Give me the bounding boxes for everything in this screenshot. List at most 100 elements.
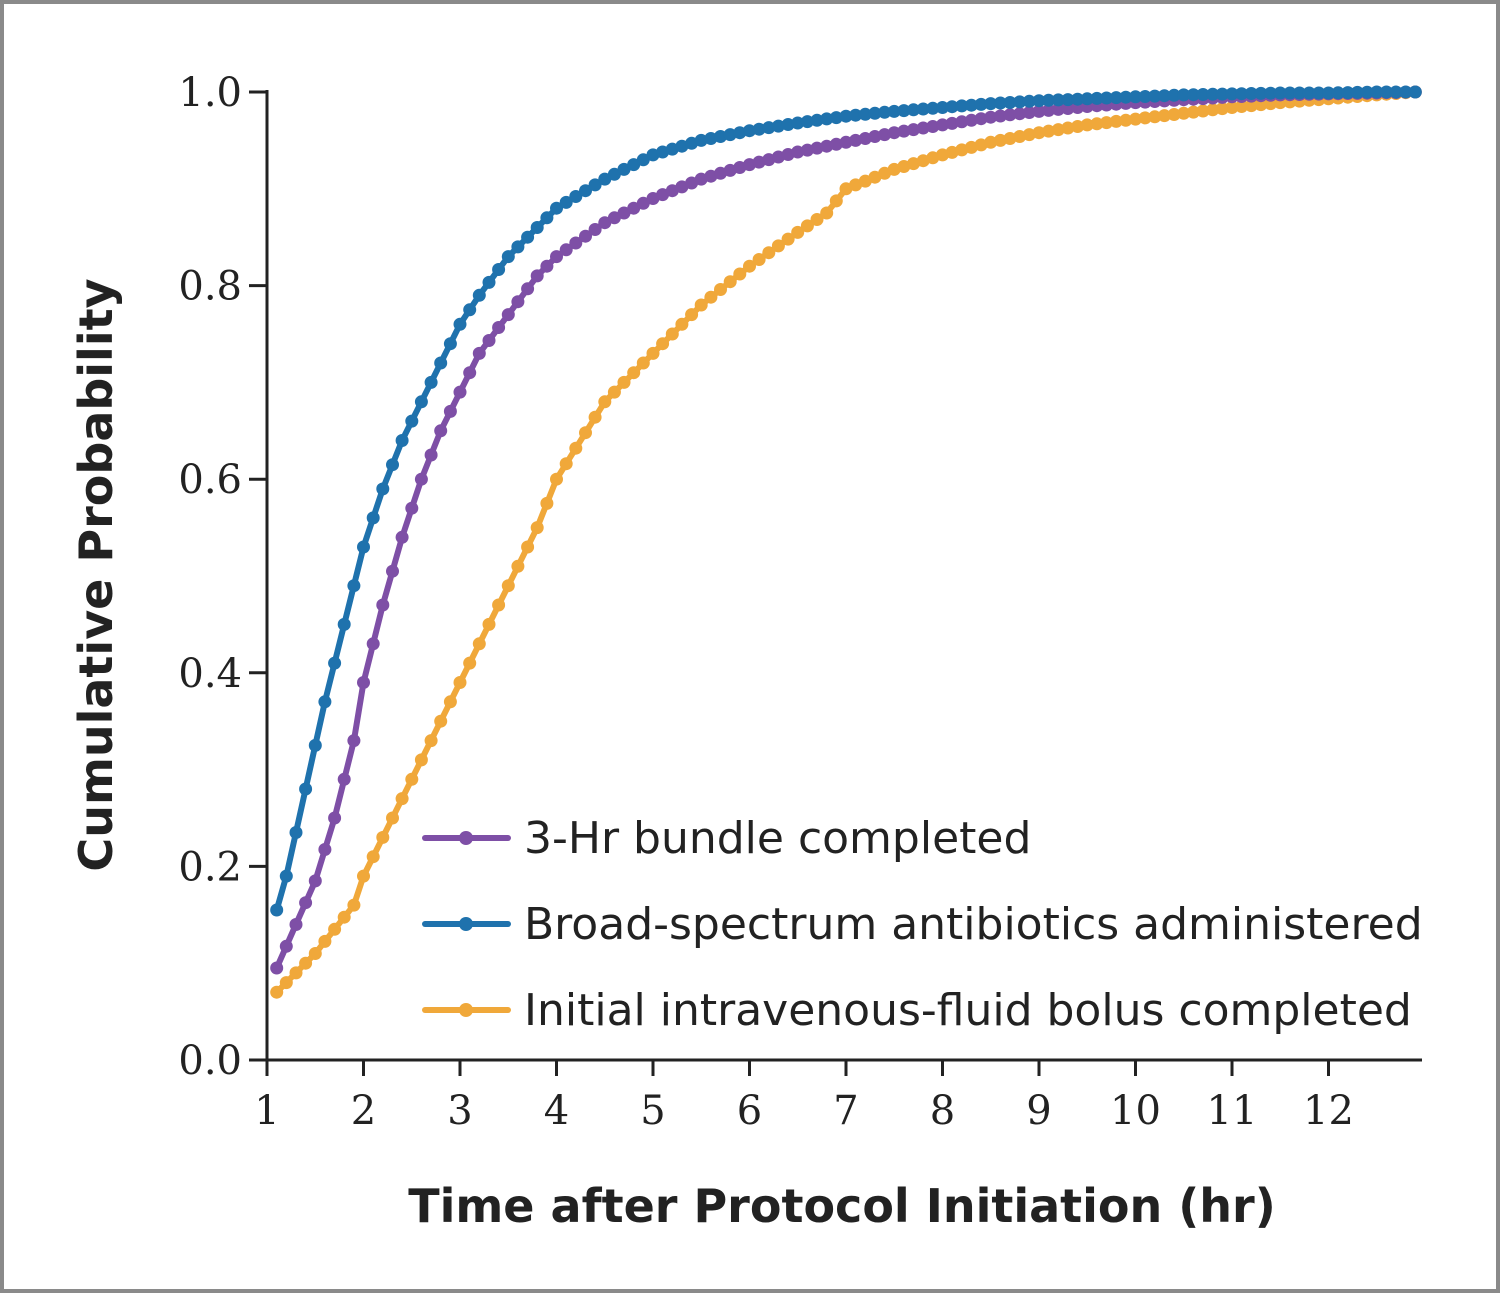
data-point	[1360, 85, 1374, 99]
data-point	[1032, 104, 1046, 118]
data-point	[1293, 86, 1306, 100]
legend-item: Initial intravenous-fluid bolus complete…	[422, 985, 1412, 1036]
data-point	[694, 298, 708, 312]
data-point	[318, 843, 332, 856]
data-point	[1129, 90, 1142, 104]
data-point	[376, 598, 390, 612]
data-point	[405, 772, 419, 786]
data-point	[1254, 98, 1268, 112]
data-point	[530, 221, 544, 234]
data-point	[800, 115, 814, 129]
data-point	[530, 269, 544, 283]
data-point	[743, 259, 756, 273]
data-point	[270, 961, 284, 975]
data-point	[636, 153, 650, 167]
y-ticks: 0.0 0.2 0.4 0.6 0.8 1.0	[178, 70, 267, 1084]
y-tick-label: 0.0	[178, 1038, 242, 1084]
data-point	[1235, 87, 1249, 101]
x-ticks: 1 2 3 4 5 6 7 8 9 10 11 12	[254, 1060, 1354, 1134]
data-point	[521, 230, 535, 244]
data-point	[540, 211, 554, 225]
data-point	[1302, 86, 1316, 100]
data-point	[337, 910, 351, 924]
data-point	[820, 206, 834, 220]
data-point	[559, 243, 573, 257]
data-point	[569, 236, 583, 250]
legend-swatch-marker	[459, 1003, 473, 1017]
x-tick-label: 9	[1026, 1088, 1051, 1134]
data-point	[1389, 85, 1403, 99]
data-point	[723, 275, 737, 289]
data-point	[482, 275, 496, 289]
data-point	[1225, 101, 1239, 114]
data-point	[1051, 102, 1065, 116]
data-point	[453, 385, 467, 399]
x-tick-label: 10	[1110, 1088, 1161, 1134]
data-point	[733, 126, 747, 140]
data-point	[752, 253, 766, 266]
legend-label: 3-Hr bundle completed	[524, 813, 1031, 864]
data-point	[511, 559, 525, 573]
data-point	[1003, 96, 1017, 109]
x-tick-label: 12	[1303, 1088, 1354, 1134]
data-point	[993, 96, 1007, 110]
data-point	[1350, 85, 1364, 99]
data-point	[588, 178, 602, 192]
data-point	[1119, 90, 1133, 104]
data-point	[607, 211, 621, 225]
data-point	[1235, 100, 1249, 113]
data-point	[964, 98, 978, 112]
data-point	[376, 482, 390, 496]
data-point	[414, 753, 428, 767]
data-point	[810, 141, 824, 155]
data-point	[1032, 126, 1046, 140]
data-point	[1206, 87, 1220, 101]
data-point	[453, 317, 467, 331]
data-point	[617, 162, 631, 176]
data-point	[299, 782, 313, 796]
data-point	[1264, 86, 1278, 100]
data-point	[627, 201, 641, 215]
data-point	[270, 985, 284, 999]
data-point	[1167, 108, 1181, 121]
data-point	[907, 103, 920, 117]
data-point	[414, 472, 428, 486]
data-point	[1273, 86, 1287, 100]
data-point	[1408, 85, 1422, 99]
data-point	[1244, 87, 1258, 100]
data-point	[443, 337, 457, 351]
data-point	[588, 410, 602, 424]
data-point	[366, 637, 380, 651]
data-point	[357, 676, 370, 689]
data-point	[1196, 104, 1210, 118]
data-point	[492, 321, 506, 334]
data-point	[1370, 85, 1384, 99]
data-point	[1080, 92, 1094, 106]
data-point	[1100, 91, 1113, 105]
y-tick-label: 1.0	[178, 70, 242, 116]
data-point	[646, 346, 660, 360]
data-point	[434, 424, 448, 438]
data-point	[405, 501, 419, 515]
data-point	[511, 240, 525, 254]
data-point	[588, 223, 602, 236]
data-point	[665, 327, 679, 341]
data-point	[521, 282, 535, 296]
legend-swatch-marker	[459, 831, 473, 845]
data-point	[405, 414, 419, 428]
data-point	[521, 540, 535, 554]
data-point	[1051, 93, 1065, 107]
y-tick-label: 0.8	[178, 264, 242, 310]
data-point	[704, 290, 718, 304]
data-point	[1157, 89, 1171, 103]
x-tick-label: 11	[1207, 1088, 1258, 1134]
data-point	[1061, 121, 1075, 135]
data-point	[386, 564, 399, 578]
data-point	[1042, 103, 1056, 117]
y-tick-label: 0.4	[178, 651, 242, 697]
data-point	[945, 116, 959, 130]
data-point	[482, 334, 496, 347]
y-tick-label: 0.2	[178, 844, 242, 890]
data-point	[1312, 86, 1326, 100]
data-point	[598, 172, 612, 186]
